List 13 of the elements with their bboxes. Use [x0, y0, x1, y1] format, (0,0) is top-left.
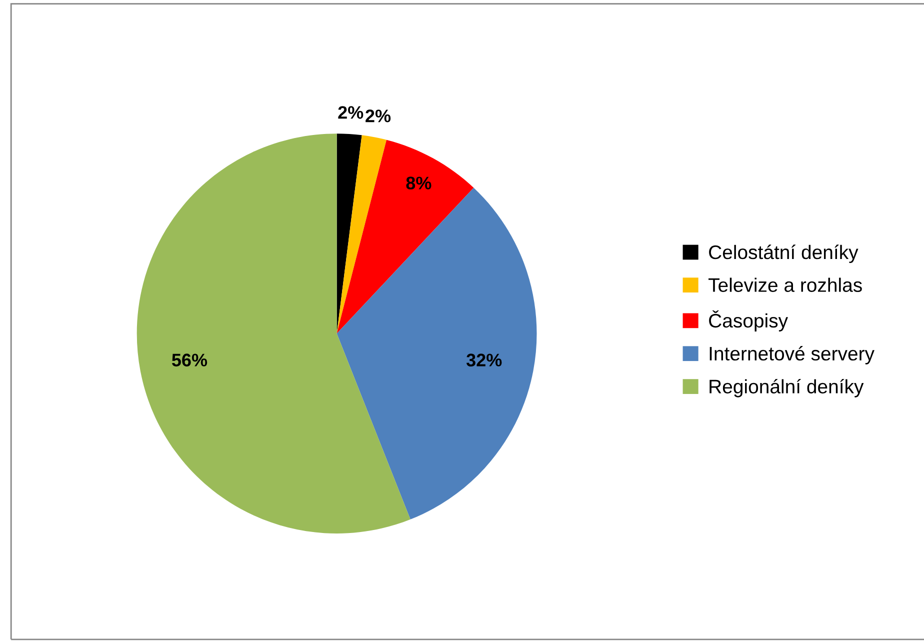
data-label: 8%: [406, 176, 432, 190]
legend-label: Celostátní deníky: [709, 244, 858, 264]
data-label: 2%: [366, 110, 391, 122]
data-label: 32%: [466, 354, 502, 366]
legend-label: Televize a rozhlas: [708, 278, 862, 292]
pie-slice: [336, 135, 387, 334]
data-label: 2%: [338, 106, 364, 119]
pie-slice: [336, 188, 537, 520]
data-label: 56%: [172, 354, 208, 366]
legend-label: Internetové servery: [710, 346, 874, 364]
legend-label: Časopisy: [709, 310, 788, 332]
pie-slice: [336, 140, 474, 334]
legend-label: Regionální deníky: [710, 378, 864, 398]
